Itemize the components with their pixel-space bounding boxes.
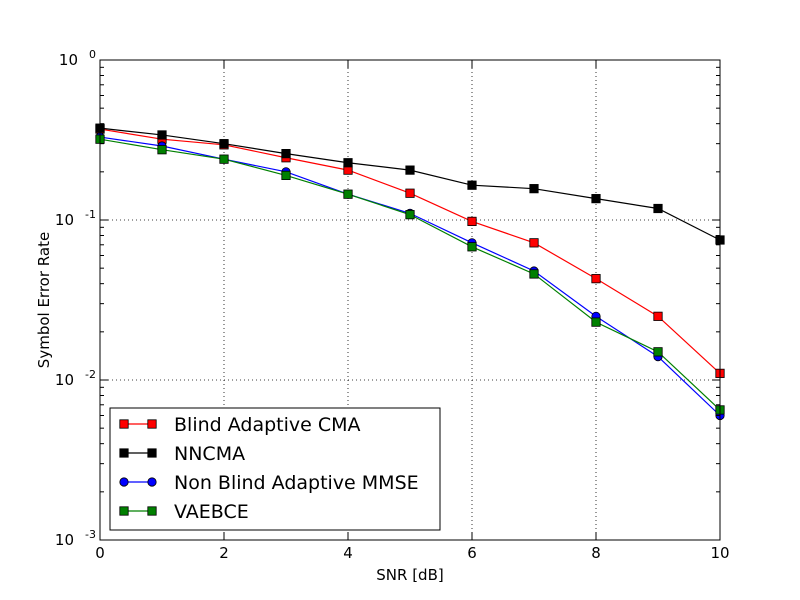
data-point	[529, 238, 539, 248]
y-tick-exponent: -1	[85, 208, 96, 221]
data-point	[467, 180, 477, 190]
x-tick-label: 0	[95, 544, 105, 562]
legend-marker	[119, 506, 129, 516]
legend-entry: VAEBCE	[119, 501, 249, 523]
data-point	[591, 194, 601, 204]
svg-text:10: 10	[55, 211, 74, 229]
data-point	[467, 242, 477, 252]
y-tick-base: 10	[59, 51, 78, 69]
x-axis-title: SNR [dB]	[376, 566, 443, 584]
data-point	[343, 158, 353, 168]
plot-frame	[99, 59, 721, 541]
data-point	[467, 216, 477, 227]
data-point	[591, 317, 601, 327]
data-point	[405, 165, 415, 175]
y-tick-base: 10	[55, 531, 74, 549]
data-point	[219, 154, 229, 164]
y-tick-base: 10	[55, 371, 74, 389]
svg-text:10: 10	[59, 51, 78, 69]
data-point	[653, 311, 663, 321]
series-layer	[95, 123, 725, 421]
y-axis-title: Symbol Error Rate	[35, 232, 53, 368]
series-2	[95, 132, 725, 421]
legend: Blind Adaptive CMA NNCMA Non Blind Adaptiv…	[109, 407, 441, 531]
data-point	[653, 203, 663, 214]
y-tick-label: 10 -2	[55, 368, 96, 389]
series-line	[99, 138, 721, 411]
legend-label: Non Blind Adaptive MMSE	[174, 472, 419, 494]
legend-marker	[119, 419, 129, 429]
data-point	[653, 347, 663, 357]
svg-text:10: 10	[55, 531, 74, 549]
series-line	[99, 127, 721, 241]
data-point	[281, 149, 291, 159]
series-0	[95, 124, 725, 378]
y-tick-exponent: 0	[89, 48, 96, 61]
series-3	[95, 134, 725, 415]
legend-marker	[147, 506, 157, 516]
x-tick-label: 4	[343, 544, 353, 562]
y-tick-label: 10 0	[59, 48, 96, 69]
x-tick-label: 8	[591, 544, 601, 562]
legend-marker	[147, 477, 157, 487]
ticks: 0 2 4 6 8 10 10 0 10 -1 10 -2 10 -3	[55, 48, 730, 562]
legend-label: Blind Adaptive CMA	[174, 414, 361, 436]
y-tick-label: 10 -1	[55, 208, 96, 229]
data-point	[405, 188, 415, 198]
data-point	[529, 184, 539, 194]
data-point	[529, 269, 539, 279]
legend-marker	[147, 419, 157, 429]
legend-entry: Non Blind Adaptive MMSE	[119, 472, 419, 494]
y-tick-label: 10 -3	[55, 528, 96, 549]
data-point	[157, 145, 167, 155]
data-point	[591, 274, 601, 284]
legend-marker	[147, 448, 157, 458]
data-point	[281, 170, 291, 180]
series-line	[99, 136, 721, 416]
data-point	[157, 130, 167, 140]
y-tick-exponent: -3	[85, 528, 96, 541]
y-tick-exponent: -2	[85, 368, 96, 381]
x-tick-label: 2	[219, 544, 229, 562]
y-tick-base: 10	[55, 211, 74, 229]
legend-marker	[119, 477, 129, 487]
data-point	[343, 189, 353, 199]
legend-entry: Blind Adaptive CMA	[119, 414, 361, 436]
legend-label: VAEBCE	[174, 501, 249, 523]
data-point	[405, 210, 415, 220]
legend-marker	[119, 448, 129, 458]
svg-text:10: 10	[55, 371, 74, 389]
data-point	[219, 139, 229, 149]
legend-label: NNCMA	[174, 443, 245, 465]
legend-box	[109, 407, 441, 531]
legend-entry: NNCMA	[119, 443, 245, 465]
x-tick-label: 6	[467, 544, 477, 562]
x-tick-label: 10	[710, 544, 729, 562]
